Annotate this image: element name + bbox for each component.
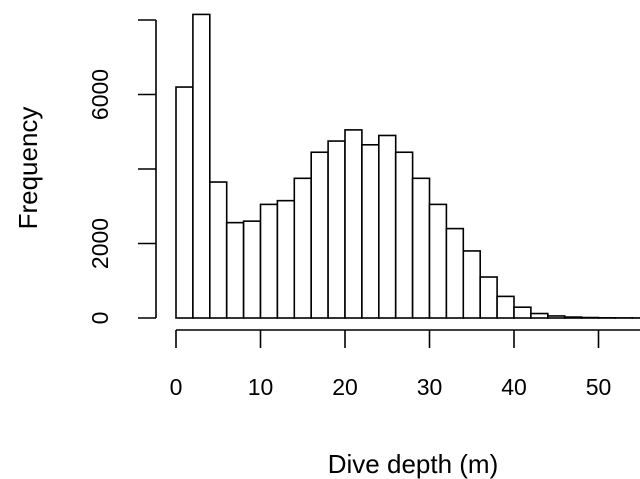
histogram-bar [293, 177, 312, 319]
x-tick-label: 0 [170, 374, 183, 400]
x-tick-labels: 0 10 20 30 40 50 [170, 374, 612, 400]
histogram-bar [394, 151, 414, 319]
histogram-bar [225, 221, 245, 319]
x-tick-label: 20 [332, 374, 358, 400]
histogram-bars [175, 13, 640, 319]
histogram-bar [192, 13, 211, 319]
y-tick-label: 2000 [87, 218, 113, 269]
histogram-bar [361, 143, 380, 319]
histogram-bar [377, 134, 397, 319]
histogram-bar [496, 295, 515, 319]
x-axis: 0 10 20 30 40 50 [170, 329, 640, 400]
y-axis: 0 2000 6000 [87, 19, 157, 324]
histogram-bar [445, 227, 465, 319]
y-ticks [138, 19, 156, 319]
histogram-bar [546, 315, 566, 319]
y-tick-labels: 0 2000 6000 [87, 69, 113, 324]
x-tick-label: 40 [501, 374, 527, 400]
y-axis-label: Frequency [13, 107, 43, 230]
x-tick-label: 10 [248, 374, 274, 400]
histogram-bar [411, 177, 431, 319]
x-ticks [175, 330, 600, 348]
histogram-bar [530, 312, 549, 319]
histogram-bar [344, 129, 363, 319]
histogram-bar [479, 276, 498, 319]
histogram-bar [513, 306, 532, 319]
histogram-bar [209, 181, 228, 319]
histogram-bar [310, 151, 329, 319]
x-axis-label: Dive depth (m) [328, 449, 499, 479]
histogram-bar [276, 199, 296, 319]
histogram-bar [462, 250, 481, 319]
histogram-bar [428, 203, 448, 319]
y-tick-label: 6000 [87, 69, 113, 120]
histogram-bar [242, 220, 262, 319]
histogram-bar [327, 140, 346, 319]
histogram-bar [175, 86, 194, 319]
y-tick-label: 0 [87, 312, 113, 325]
histogram-bar [259, 203, 279, 319]
x-tick-label: 50 [586, 374, 612, 400]
histogram-bar [563, 316, 583, 319]
x-tick-label: 30 [417, 374, 443, 400]
